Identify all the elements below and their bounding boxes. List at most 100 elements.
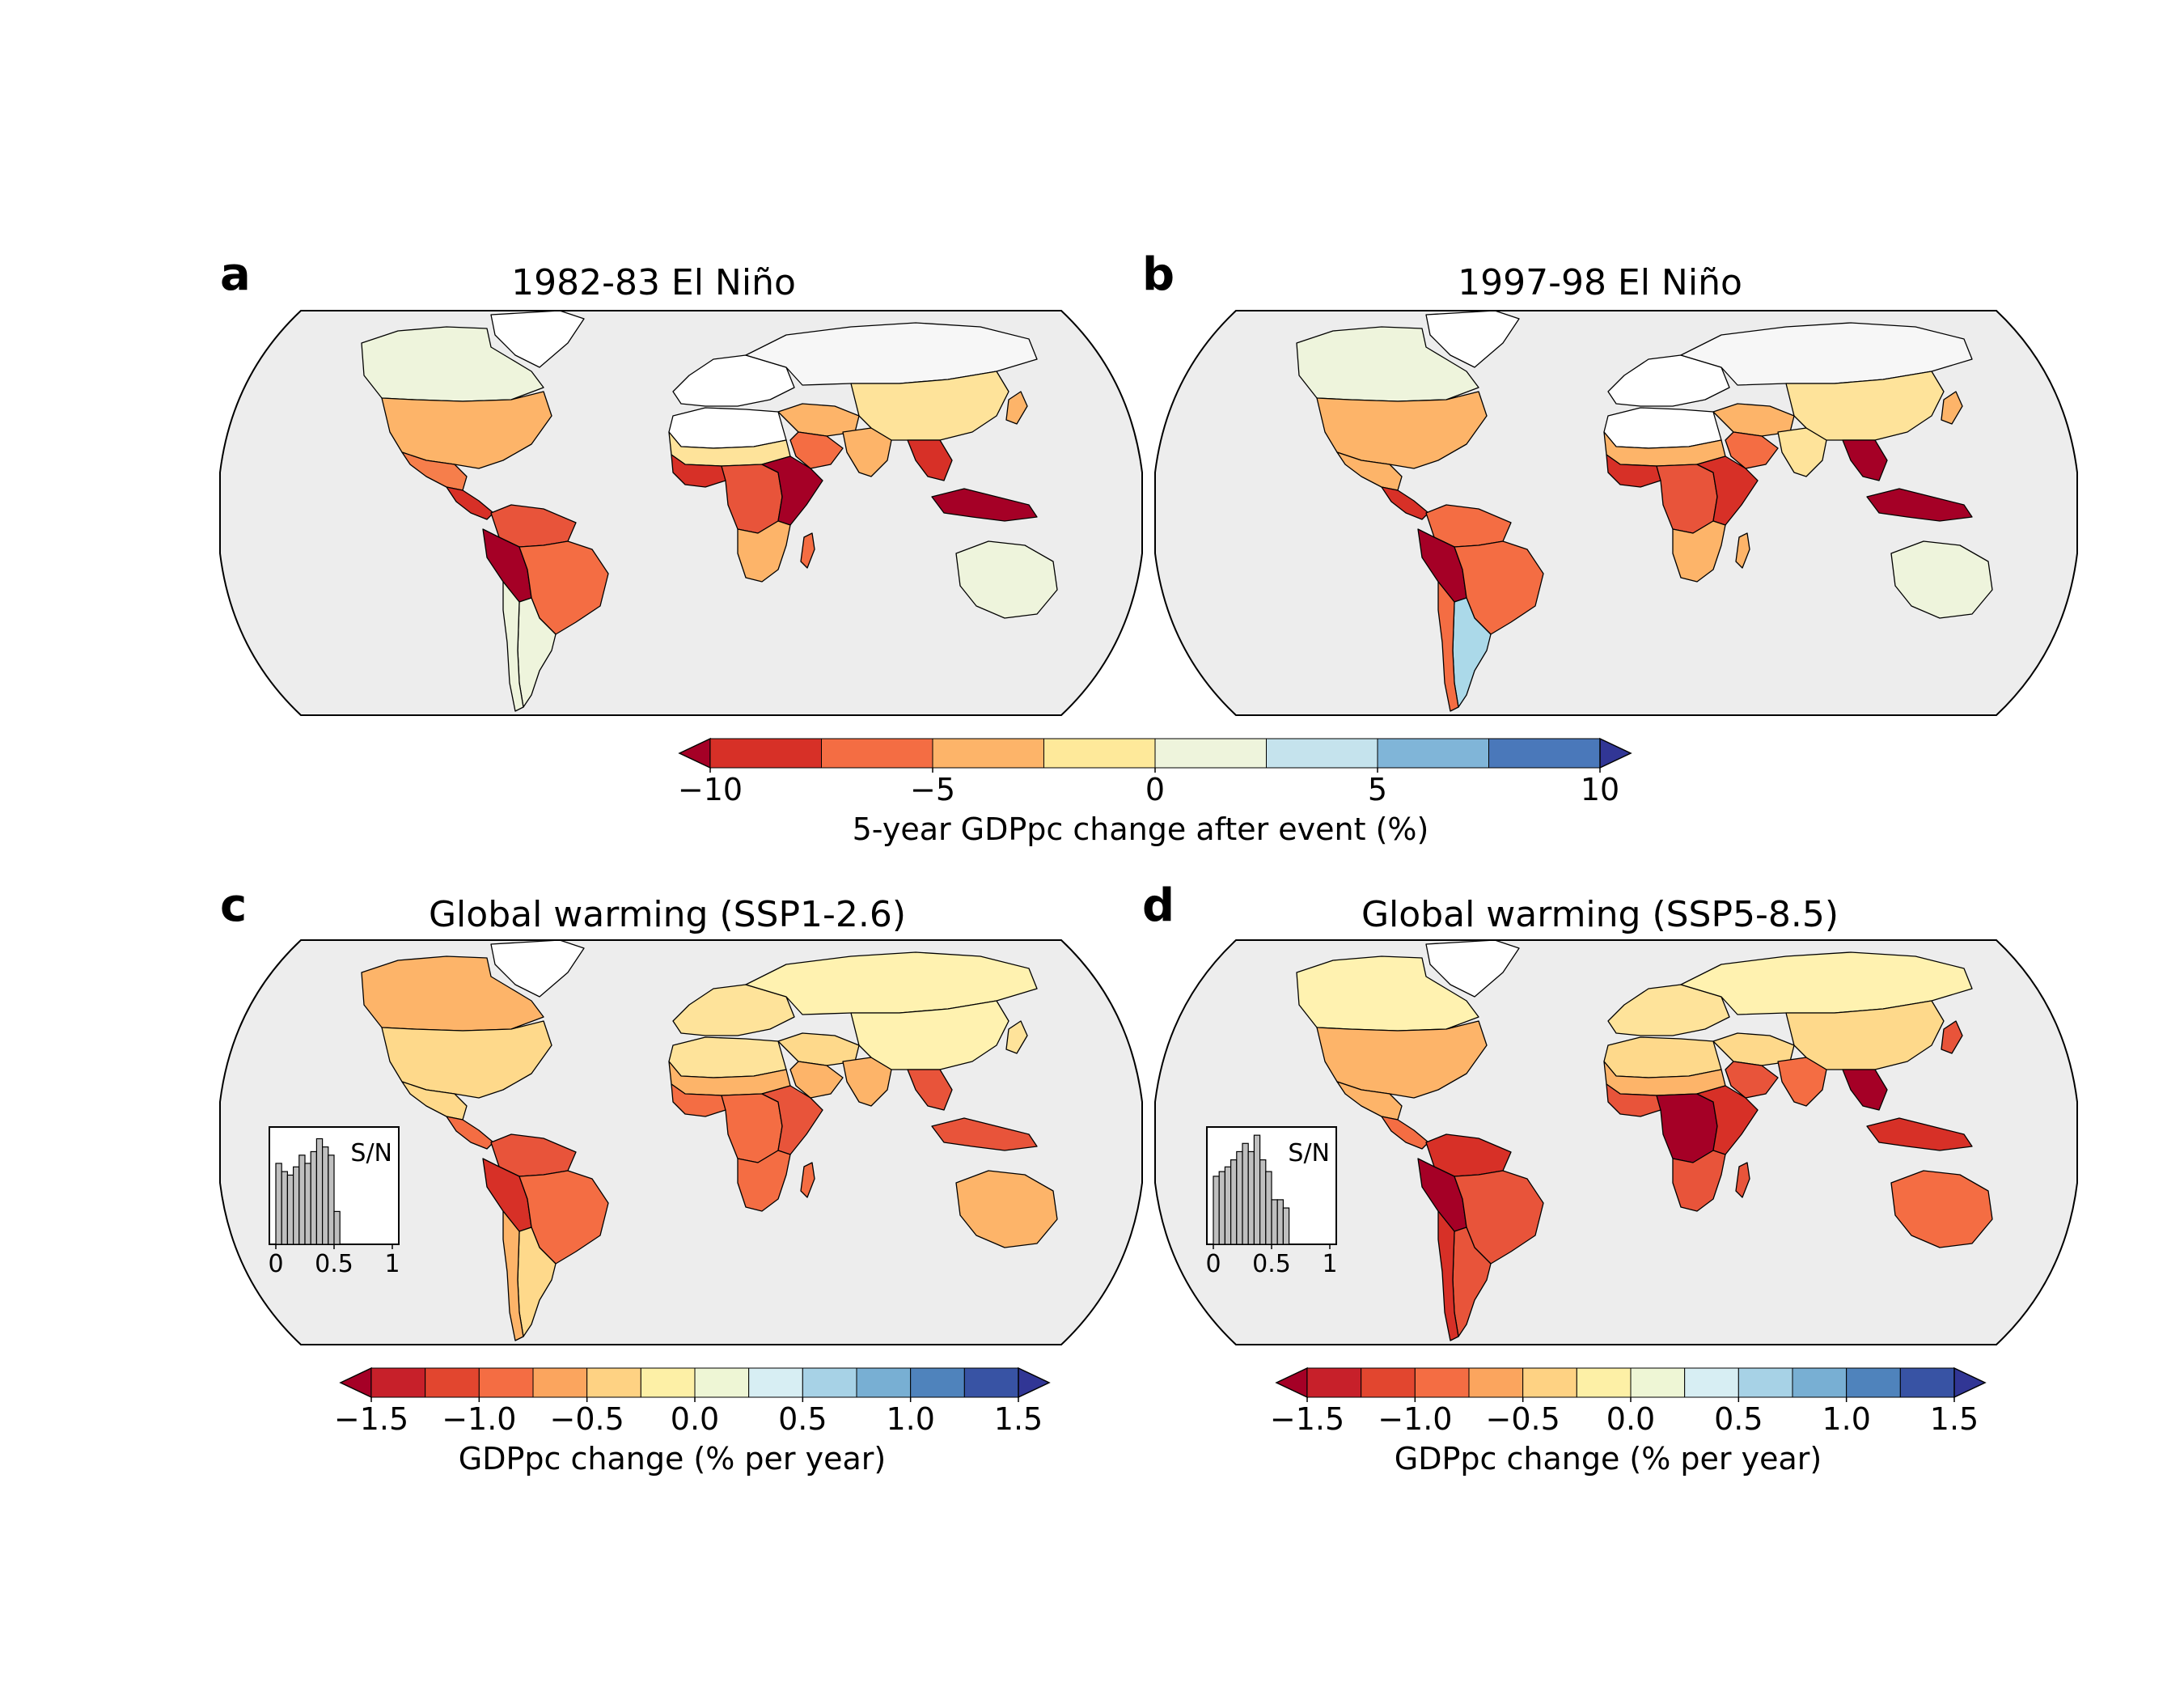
colorbar-ssp126: −1.5 −1.0 −0.5 0.0 0.5 1.0 1.5 [334,1366,1051,1437]
region-greenland [490,939,585,998]
colorbar-segment [1684,1367,1739,1398]
region-indonesia [931,1117,1038,1151]
region-n-africa [668,407,787,449]
region-w-africa [1606,1083,1661,1117]
panel-letter-a: a [220,248,251,301]
colorbar-tick-label: 10 [1581,772,1619,807]
region-n-africa [1603,1036,1722,1078]
sn-histogram-inset-d: S/N 0 0.5 1 [1205,1126,1338,1278]
colorbar-tick-label: 1.0 [1822,1401,1870,1437]
region-w-africa [671,1083,726,1117]
region-greenland [1425,310,1520,368]
colorbar-tick-label: −5 [910,772,955,807]
colorbar-segment [1522,1367,1577,1398]
region-europe [1607,354,1730,407]
region-china [850,1000,1009,1070]
region-se-asia [1842,1069,1888,1111]
region-australia [955,1170,1058,1248]
region-indonesia [1866,1117,1973,1151]
colorbar-segment [1266,738,1378,769]
map-frame [1154,310,2078,716]
region-central [1381,1116,1429,1150]
region-se-asia [907,1069,953,1111]
colorbar-segment [1414,1367,1470,1398]
region-arabia [1725,431,1779,469]
histogram-bar [1282,1207,1290,1245]
colorbar-segment [1792,1367,1848,1398]
region-central [446,486,494,520]
histogram-bar [1218,1171,1225,1245]
colorbar-tick-label: 1.5 [1930,1401,1979,1437]
region-central [1381,486,1429,520]
histogram-bar [1236,1150,1243,1245]
histogram-bar [293,1166,300,1245]
region-s-africa [737,1150,791,1212]
region-arabia [1725,1061,1779,1099]
colorbar-tick-label: 0.0 [671,1401,719,1437]
region-arabia [789,1061,844,1099]
colorbar-segment [640,1367,696,1398]
colorbar-tick-label: −1.5 [334,1401,408,1437]
colorbar-tick-label: 0.5 [778,1401,827,1437]
map-panel-c [219,939,1143,1345]
histogram-bar [1230,1159,1238,1245]
region-arabia [789,431,844,469]
histogram-bar [1253,1134,1261,1245]
colorbar-segment [1154,738,1267,769]
colorbar-segment [856,1367,912,1398]
colorbar-tick-label: −0.5 [550,1401,624,1437]
region-china [1785,371,1945,441]
region-brazil [518,1170,609,1265]
map-panel-d [1154,939,2078,1345]
colorbar-segment [1846,1367,1901,1398]
region-madagascar [1735,532,1750,569]
region-madagascar [800,532,815,569]
map-panel-b [1154,310,2078,716]
colorbar-tick-label: 0.5 [1714,1401,1763,1437]
histogram-bar [1224,1166,1232,1245]
region-japan [1005,391,1028,425]
region-europe [1607,984,1730,1036]
histogram-bar [310,1150,318,1245]
region-s-africa [1672,520,1726,583]
histogram-bar [281,1171,288,1245]
region-greenland [1425,939,1520,998]
histogram-bar [1259,1159,1267,1245]
panel-title-a: 1982-83 El Niño [511,262,796,303]
colorbar-segment [709,738,822,769]
inset-tick-label: 0 [1205,1250,1221,1278]
region-brazil [518,540,609,635]
colorbar-elnino-label: 5-year GDPpc change after event (%) [853,811,1429,847]
region-s-africa [737,520,791,583]
colorbar-segment [1899,1367,1955,1398]
region-e-africa [1696,455,1759,526]
histogram-bar [321,1146,329,1245]
colorbar-under-extend [1275,1366,1308,1399]
region-se-asia [907,439,953,481]
colorbar-elnino: −10 −5 0 5 10 [678,737,1632,807]
region-e-africa [1696,1085,1759,1155]
region-indonesia [931,488,1038,522]
colorbar-under-extend [339,1366,372,1399]
histogram-bar [304,1163,311,1245]
colorbar-segment [532,1367,588,1398]
colorbar-segment [963,1367,1019,1398]
colorbar-ssp585-label: GDPpc change (% per year) [1395,1441,1822,1477]
region-chile [502,1210,524,1341]
region-central [446,1116,494,1150]
map-frame [1154,939,2078,1345]
histogram-bar [333,1210,341,1245]
region-australia [1890,540,1993,619]
region-australia [1890,1170,1993,1248]
region-e-africa [761,1085,823,1155]
histogram-bar [298,1155,306,1245]
colorbar-segment [1737,1367,1793,1398]
region-n-africa [1603,407,1722,449]
colorbar-tick-label: 0 [1145,772,1165,807]
panel-letter-b: b [1142,248,1175,301]
colorbar-segment [748,1367,803,1398]
inset-tick-label: 1 [1322,1250,1337,1278]
colorbar-tick-label: −1.0 [442,1401,516,1437]
colorbar-tick-label: −1.0 [1378,1401,1452,1437]
